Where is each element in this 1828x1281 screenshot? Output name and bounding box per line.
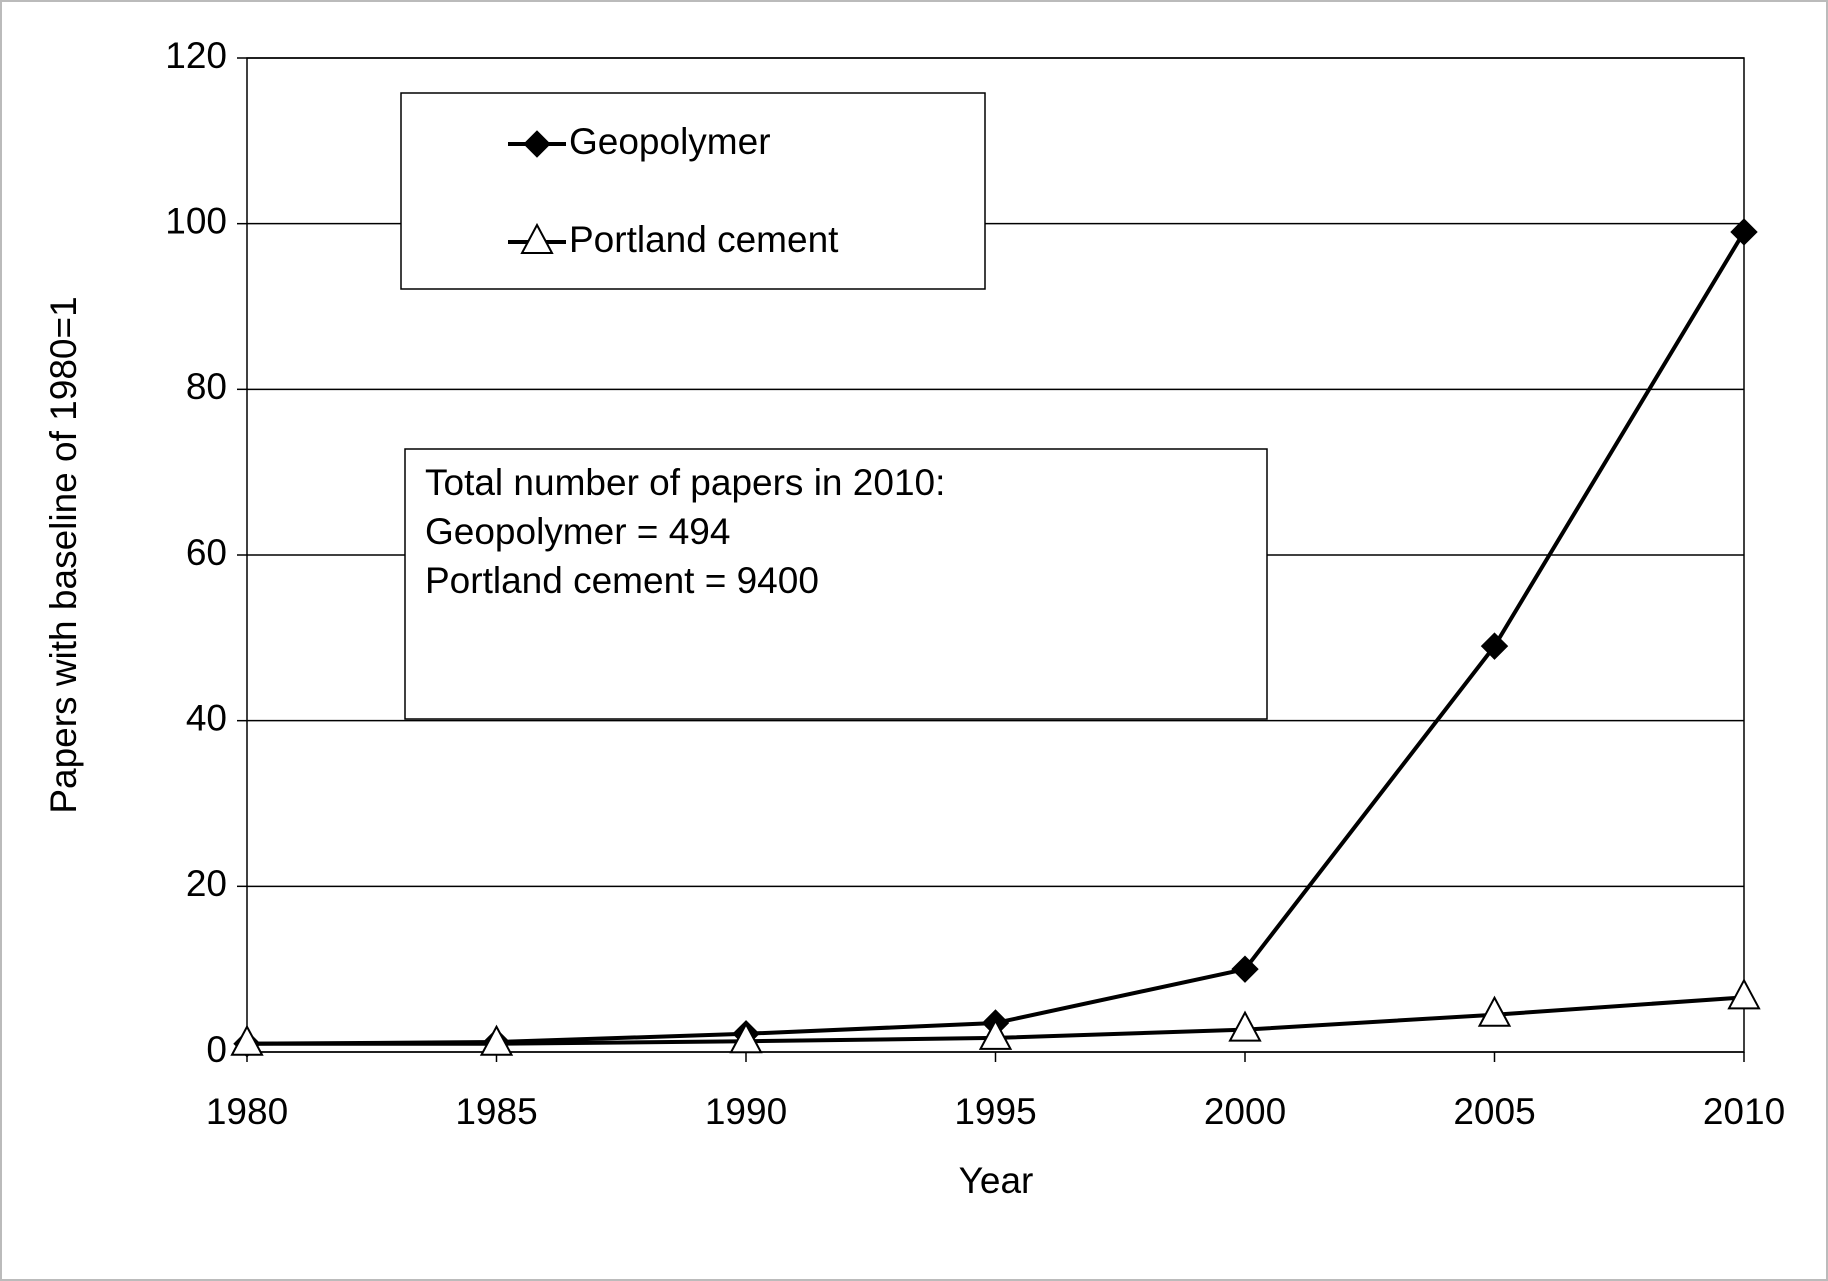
marker — [479, 1024, 514, 1056]
legend-label: Portland cement — [569, 219, 839, 260]
annotation-text: Geopolymer = 494 — [425, 511, 730, 552]
y-axis-title: Papers with baseline of 1980=1 — [43, 296, 84, 813]
y-tick-label: 20 — [186, 863, 227, 904]
y-tick-label: 100 — [165, 200, 227, 241]
x-tick-label: 2005 — [1453, 1091, 1535, 1132]
legend-box — [400, 92, 986, 290]
annotation-box — [404, 448, 1268, 720]
marker — [230, 1024, 264, 1056]
x-tick-label: 1985 — [455, 1091, 537, 1132]
x-tick-label: 2000 — [1204, 1091, 1286, 1132]
marker — [520, 222, 554, 254]
annotation-text: Total number of papers in 2010: — [425, 462, 945, 503]
marker — [729, 1022, 763, 1054]
y-tick-label: 80 — [186, 366, 227, 407]
plot-frame — [246, 57, 1745, 1053]
marker — [1477, 995, 1512, 1027]
x-tick-label: 1980 — [206, 1091, 288, 1132]
y-tick-label: 120 — [165, 35, 227, 76]
x-tick-label: 1995 — [954, 1091, 1036, 1132]
x-tick-label: 1990 — [705, 1091, 787, 1132]
y-tick-label: 40 — [186, 697, 227, 738]
x-axis-title: Year — [959, 1160, 1034, 1201]
x-tick-label: 2010 — [1703, 1091, 1785, 1132]
annotation-text: Portland cement = 9400 — [425, 560, 819, 601]
marker — [1480, 632, 1509, 660]
y-tick-label: 0 — [206, 1029, 227, 1070]
marker — [1730, 218, 1758, 246]
y-tick-label: 60 — [186, 532, 227, 573]
legend-label: Geopolymer — [569, 121, 771, 162]
marker — [523, 130, 551, 158]
marker — [1727, 978, 1761, 1010]
marker — [1228, 1010, 1262, 1042]
marker — [1231, 955, 1259, 983]
marker — [978, 1018, 1013, 1050]
